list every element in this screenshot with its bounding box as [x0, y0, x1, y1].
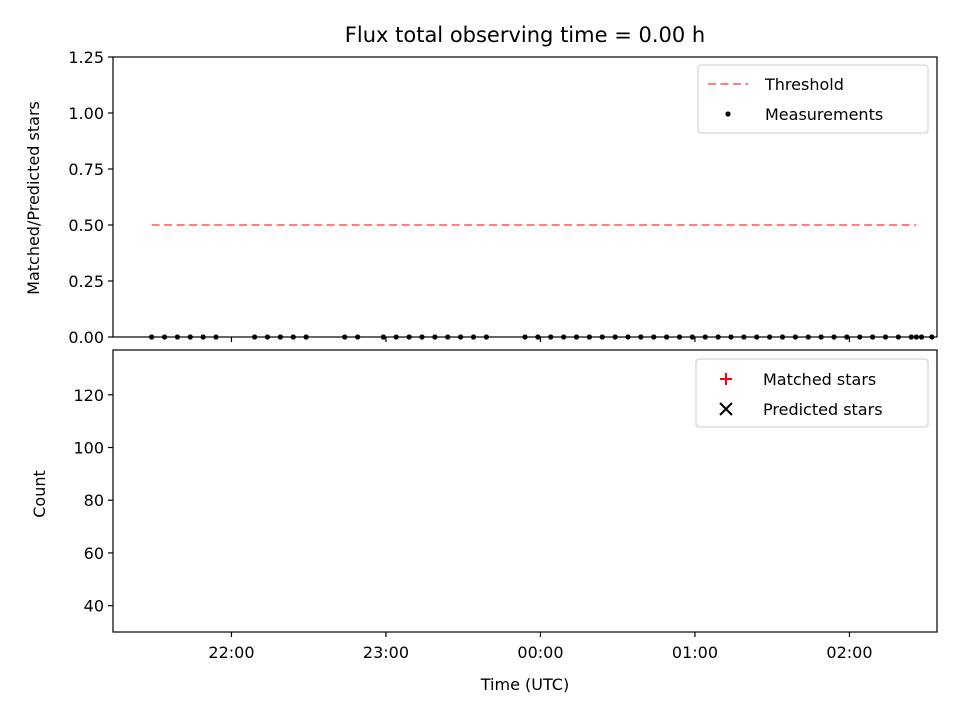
top-y-tick-label: 1.00	[68, 104, 104, 123]
bottom-y-tick-label: 60	[84, 544, 104, 563]
predicted-legend-swatch	[719, 402, 733, 416]
predicted-legend-label: Predicted stars	[763, 400, 883, 419]
bottom-legend: Matched stars Predicted stars	[695, 358, 929, 428]
measurements-legend-swatch	[725, 111, 731, 117]
top-y-tick-label: 0.25	[68, 272, 104, 291]
bottom-y-axis-label: Count	[30, 470, 49, 518]
bottom-y-tick-label: 120	[73, 386, 104, 405]
bottom-y-tick-label: 40	[84, 597, 104, 616]
top-legend: Threshold Measurements	[697, 64, 929, 134]
top-y-axis-label: Matched/Predicted stars	[24, 101, 43, 295]
bottom-y-tick-label: 100	[73, 439, 104, 458]
top-y-tick-label: 0.50	[68, 216, 104, 235]
matched-legend-swatch	[720, 373, 732, 385]
bottom-x-tick-label: 02:00	[826, 643, 872, 662]
bottom-y-ticks: 40 60 80 100 120	[73, 386, 113, 616]
top-legend-box	[697, 64, 929, 134]
top-y-ticks: 0.00 0.25 0.50 0.75 1.00 1.25	[68, 48, 113, 347]
matched-legend-label: Matched stars	[763, 370, 876, 389]
top-y-tick-label: 0.75	[68, 160, 104, 179]
bottom-x-tick-label: 23:00	[363, 643, 409, 662]
top-x-ticks	[230, 337, 851, 342]
measurements-legend-label: Measurements	[765, 105, 883, 124]
chart-title: Flux total observing time = 0.00 h	[345, 23, 705, 47]
bottom-y-tick-label: 80	[84, 491, 104, 510]
x-axis-label: Time (UTC)	[480, 675, 569, 694]
ratio-panel: Flux total observing time = 0.00 h Match…	[24, 23, 938, 347]
bottom-x-tick-label: 00:00	[517, 643, 563, 662]
bottom-x-tick-label: 22:00	[208, 643, 254, 662]
top-y-tick-label: 1.25	[68, 48, 104, 67]
threshold-legend-label: Threshold	[764, 75, 844, 94]
top-axes-frame	[112, 56, 938, 338]
count-panel: Count Time (UTC) 40 60 80 100 120 22:00 23:00…	[30, 349, 938, 694]
top-y-tick-label: 0.00	[68, 328, 104, 347]
bottom-x-ticks: 22:00 23:00 00:00 01:00 02:00	[208, 632, 873, 662]
bottom-legend-box	[695, 358, 929, 428]
bottom-x-tick-label: 01:00	[672, 643, 718, 662]
bottom-axes-frame	[112, 349, 938, 633]
